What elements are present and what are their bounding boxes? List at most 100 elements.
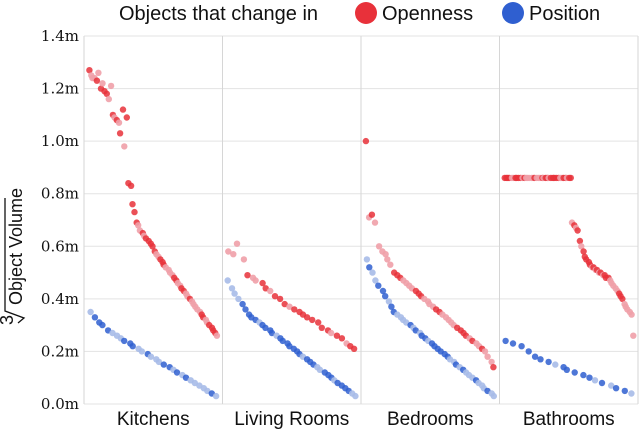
root-sign-icon (4, 198, 26, 324)
y-axis-label-text: Object Volume (6, 188, 26, 305)
position-point (231, 290, 238, 297)
category-label: Kitchens (117, 409, 190, 430)
category-label: Bathrooms (523, 409, 615, 430)
position-point (552, 361, 559, 368)
openness-point (99, 80, 106, 87)
position-point (121, 337, 128, 345)
openness-point (333, 332, 341, 339)
legend-position-label: Position (529, 3, 600, 25)
legend-openness-marker (355, 2, 377, 24)
position-point (509, 340, 517, 347)
openness-point (382, 251, 389, 258)
openness-point (488, 358, 495, 366)
openness-point (131, 208, 138, 216)
position-point (379, 287, 387, 295)
position-point (212, 392, 220, 400)
openness-point (315, 319, 322, 326)
openness-point (121, 143, 128, 150)
position-point (242, 306, 249, 313)
openness-point (291, 306, 298, 313)
position-point (490, 392, 497, 400)
position-point (352, 392, 359, 400)
openness-point (619, 295, 626, 303)
openness-point (119, 106, 127, 113)
openness-point (375, 243, 383, 250)
openness-point (371, 219, 379, 226)
openness-point (135, 222, 142, 229)
y-tick-label: 0.0m (41, 395, 79, 413)
openness-point (103, 90, 111, 98)
category-label: Living Rooms (234, 409, 349, 430)
position-point (591, 377, 599, 384)
openness-point (630, 332, 637, 339)
position-point (586, 374, 593, 381)
openness-point (230, 251, 237, 258)
category-label: Bedrooms (387, 409, 474, 430)
position-point (279, 337, 286, 345)
openness-point (574, 227, 581, 234)
position-point (382, 293, 389, 300)
position-point (228, 285, 236, 292)
position-point (363, 256, 371, 263)
position-point (612, 385, 620, 392)
openness-point (93, 77, 101, 84)
openness-point (384, 256, 391, 263)
openness-point (129, 201, 136, 208)
openness-point (490, 364, 497, 371)
openness-point (567, 174, 574, 182)
openness-point (233, 240, 241, 247)
position-point (531, 353, 539, 360)
position-point (99, 321, 106, 329)
position-point (268, 329, 276, 337)
openness-point (580, 248, 587, 255)
openness-point (281, 300, 288, 308)
position-point (525, 348, 532, 355)
openness-point (86, 67, 93, 74)
openness-point (286, 303, 293, 310)
position-point (563, 366, 570, 373)
openness-point (271, 293, 279, 300)
legend-openness-label: Openness (382, 3, 473, 25)
openness-point (350, 345, 358, 352)
position-point (239, 300, 246, 308)
legend-prefix: Objects that change in (119, 3, 318, 25)
y-tick-label: 1.0m (41, 132, 79, 150)
position-point (155, 358, 163, 366)
position-point (182, 374, 190, 381)
position-point (502, 337, 509, 345)
openness-point (267, 287, 274, 295)
openness-point (213, 332, 221, 339)
openness-point (259, 279, 266, 287)
openness-point (116, 130, 124, 137)
y-tick-label: 0.4m (41, 290, 79, 308)
openness-point (225, 248, 232, 255)
openness-point (327, 329, 335, 337)
position-point (235, 295, 242, 303)
openness-point (368, 211, 376, 218)
openness-point (362, 137, 370, 145)
position-point (369, 269, 376, 276)
position-point (87, 308, 94, 316)
y-tick-label: 1.2m (41, 80, 79, 98)
openness-point (387, 261, 394, 268)
y-tick-label: 0.8m (41, 185, 79, 203)
openness-point (578, 243, 585, 250)
position-point (385, 298, 393, 305)
openness-point (244, 272, 251, 279)
openness-point (95, 69, 102, 77)
openness-point (309, 316, 316, 324)
y-tick-label: 1.4m (41, 27, 79, 45)
openness-point (105, 95, 113, 103)
position-point (518, 343, 525, 350)
openness-point (149, 243, 156, 250)
openness-point (484, 353, 491, 360)
position-point (366, 264, 373, 271)
openness-point (115, 119, 123, 126)
position-point (580, 371, 587, 379)
position-point (545, 358, 552, 366)
openness-point (107, 82, 115, 90)
position-point (375, 282, 382, 289)
openness-point (628, 311, 635, 318)
position-point (571, 369, 578, 376)
